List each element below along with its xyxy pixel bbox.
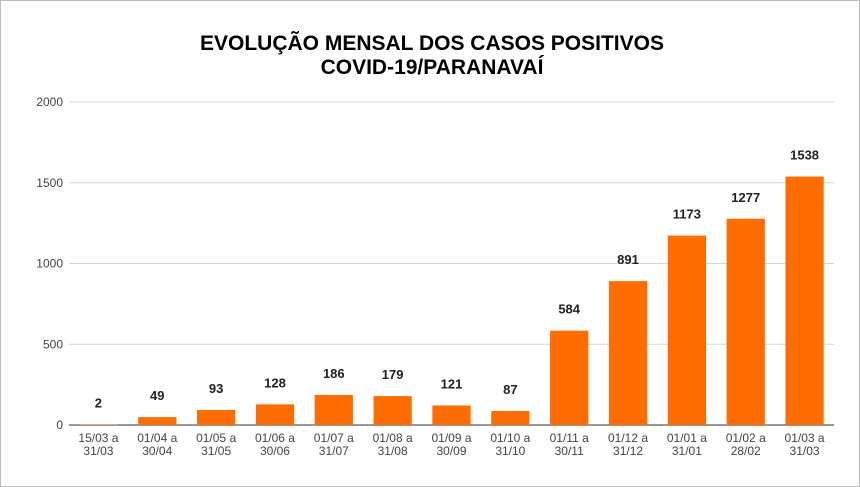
bar	[432, 405, 471, 425]
x-tick-label: 01/10 a	[490, 431, 530, 445]
x-tick-label: 31/08	[378, 444, 408, 458]
bar	[491, 410, 530, 425]
x-tick-label: 01/08 a	[373, 431, 413, 445]
y-tick-label: 1000	[36, 257, 63, 271]
chart-title: EVOLUÇÃO MENSAL DOS CASOS POSITIVOS COVI…	[200, 32, 664, 79]
x-tick-label: 01/05 a	[196, 431, 236, 445]
bars	[79, 176, 824, 425]
bar	[373, 396, 412, 425]
y-tick-label: 2000	[36, 95, 63, 109]
gridlines	[69, 101, 834, 426]
x-tick-label: 31/07	[319, 444, 349, 458]
bar	[550, 330, 589, 425]
x-tick-label: 01/03 a	[785, 431, 825, 445]
bar	[255, 404, 295, 425]
x-tick-label: 15/03 a	[78, 431, 118, 445]
data-label: 93	[209, 381, 223, 396]
data-label: 2	[95, 396, 102, 411]
data-label: 49	[150, 388, 164, 403]
x-tick-label: 01/06 a	[255, 431, 295, 445]
data-label: 87	[503, 382, 517, 397]
y-axis: 0 500 1000 1500 2000	[36, 95, 63, 432]
data-label: 584	[558, 302, 580, 317]
x-tick-label: 30/11	[555, 444, 584, 458]
x-tick-label: 01/11 a	[550, 431, 589, 445]
bar	[196, 409, 236, 425]
x-tick-label: 30/09	[436, 444, 466, 458]
bar	[667, 235, 707, 425]
chart-title-line-1: EVOLUÇÃO MENSAL DOS CASOS POSITIVOS	[200, 32, 664, 55]
bar	[138, 417, 177, 425]
bar	[608, 281, 648, 425]
bar	[726, 218, 765, 425]
x-tick-label: 31/01	[672, 444, 702, 458]
data-label: 1173	[673, 207, 701, 222]
data-label: 1277	[731, 190, 760, 205]
x-tick-label: 01/02 a	[726, 431, 766, 445]
x-tick-label: 31/12	[613, 444, 643, 458]
x-tick-label: 28/02	[731, 444, 761, 458]
y-tick-label: 500	[43, 337, 63, 351]
data-label: 186	[323, 366, 345, 381]
y-tick-label: 1500	[36, 176, 63, 190]
x-tick-label: 30/06	[260, 444, 290, 458]
data-label: 121	[441, 376, 463, 391]
bar	[785, 176, 824, 425]
x-tick-label: 01/09 a	[431, 431, 471, 445]
x-tick-label: 01/07 a	[314, 431, 354, 445]
chart-title-line-2: COVID-19/PARANAVAÍ	[321, 56, 545, 79]
x-tick-label: 30/04	[142, 444, 172, 458]
x-tick-label: 31/05	[201, 444, 231, 458]
data-label: 891	[617, 252, 639, 267]
x-tick-label: 01/01 a	[667, 431, 707, 445]
x-tick-label: 31/03	[83, 444, 113, 458]
x-tick-label: 31/10	[495, 444, 525, 458]
x-tick-label: 01/12 a	[608, 431, 648, 445]
x-tick-label: 31/03	[790, 444, 820, 458]
data-label: 179	[382, 367, 404, 382]
x-tick-label: 01/04 a	[137, 431, 177, 445]
data-labels: 2 49 93 128 186 179 121 87 584 891 1173 1277 1538	[95, 148, 819, 411]
data-label: 1538	[790, 148, 819, 163]
data-label: 128	[264, 375, 286, 390]
bar	[314, 394, 353, 425]
y-tick-label: 0	[56, 418, 63, 432]
